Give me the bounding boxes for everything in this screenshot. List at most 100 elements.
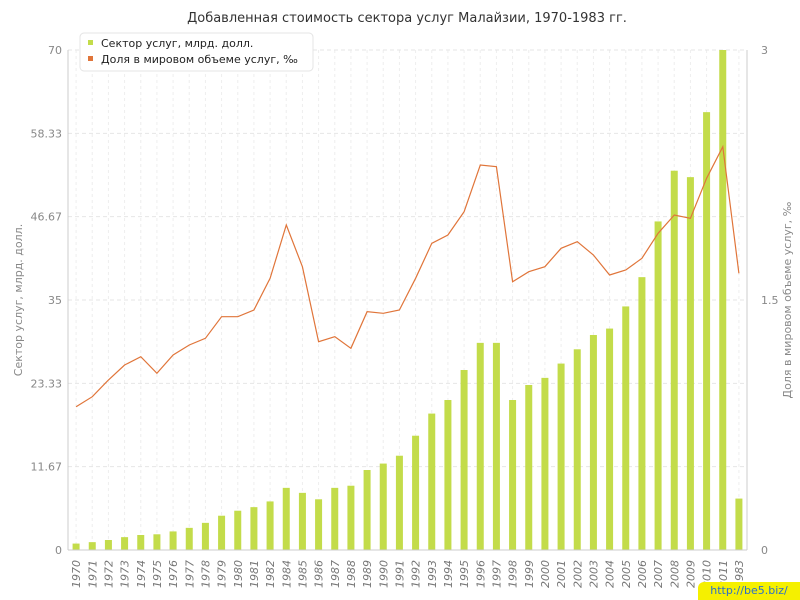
x-tick-label: 2011 — [717, 560, 730, 588]
bar — [104, 540, 112, 550]
y2-tick-label: 0 — [761, 544, 768, 557]
bar — [460, 370, 468, 550]
x-axis-ticks: 1970 1971 1972 1973 1974 1975 1976 1977 1978 1979… — [70, 560, 746, 588]
bar — [719, 50, 727, 550]
legend-swatch-bar — [88, 40, 93, 45]
x-tick-label: 1973 — [119, 560, 132, 588]
x-tick-label: 1991 — [393, 560, 406, 588]
bar — [703, 112, 711, 551]
axes — [67, 50, 748, 551]
x-tick-label: 1997 — [490, 560, 503, 588]
x-tick-label: 1981 — [248, 560, 261, 588]
x-tick-label: 1971 — [86, 560, 99, 588]
bar-series — [72, 50, 743, 551]
x-tick-label: 1993 — [426, 560, 439, 588]
bar — [347, 485, 355, 550]
bar — [201, 522, 209, 550]
left-axis-ticks: 0 11.67 23.33 35 46.67 58.33 70 — [31, 44, 63, 557]
chart-title: Добавленная стоимость сектора услуг Мала… — [187, 11, 627, 26]
right-axis-title: Доля в мировом объеме услуг, ‰ — [781, 201, 794, 398]
line-path — [75, 144, 740, 408]
legend-label-bar: Сектор услуг, млрд. долл. — [101, 37, 253, 50]
bar — [622, 306, 630, 550]
y-tick-label: 0 — [55, 544, 62, 557]
x-tick-label: 1982 — [264, 560, 277, 588]
x-tick-label: 1976 — [167, 560, 180, 588]
x-tick-label: 2005 — [620, 560, 633, 588]
x-tick-label: 2006 — [636, 560, 649, 588]
x-tick-label: 1970 — [70, 560, 83, 588]
bar — [606, 328, 614, 550]
watermark-link[interactable]: http://be5.biz/ — [710, 584, 788, 597]
bar — [589, 335, 597, 550]
x-tick-label: 1992 — [410, 560, 423, 588]
legend-label-line: Доля в мировом объеме услуг, ‰ — [101, 53, 298, 66]
bar — [234, 510, 242, 550]
y-tick-label: 46.67 — [31, 211, 63, 224]
x-tick-label: 1995 — [458, 560, 471, 588]
bar — [137, 535, 145, 550]
x-tick-label: 1978 — [199, 560, 212, 588]
right-axis-ticks: 01.53 — [761, 44, 779, 557]
x-tick-label: 1989 — [361, 560, 374, 588]
x-tick-label: 1980 — [232, 560, 245, 588]
bar — [298, 492, 306, 550]
x-tick-label: 2009 — [684, 560, 697, 588]
y-tick-label: 11.67 — [31, 461, 63, 474]
x-tick-label: 2007 — [652, 560, 665, 588]
x-tick-label: 2001 — [555, 560, 568, 588]
watermark[interactable]: http://be5.biz/ — [698, 582, 800, 600]
x-tick-label: 1972 — [102, 560, 115, 588]
bar — [363, 470, 371, 550]
y-tick-label: 70 — [48, 44, 62, 57]
x-tick-label: 1996 — [474, 560, 487, 588]
bar — [573, 349, 581, 550]
x-tick-label: 1985 — [296, 560, 309, 588]
bar — [638, 277, 646, 550]
x-tick-label: 1974 — [135, 560, 148, 588]
bar — [654, 221, 662, 550]
x-tick-label: 1979 — [216, 560, 229, 588]
bar — [266, 501, 274, 550]
bar — [525, 385, 533, 550]
x-tick-label: 1990 — [377, 560, 390, 588]
bar — [121, 537, 129, 550]
x-tick-label: 1977 — [183, 560, 196, 588]
bar — [670, 170, 678, 550]
bar — [169, 531, 177, 550]
y2-tick-label: 3 — [761, 44, 768, 57]
x-tick-label: 1986 — [313, 560, 326, 588]
bar — [315, 499, 323, 550]
bar — [444, 400, 452, 550]
bar — [218, 515, 226, 550]
y-tick-label: 58.33 — [31, 127, 63, 140]
x-tick-label: 2010 — [701, 560, 714, 588]
x-tick-label: 1984 — [280, 560, 293, 588]
bar — [282, 487, 290, 550]
x-tick-label: 1999 — [523, 560, 536, 588]
bar — [541, 377, 549, 550]
bar — [492, 342, 500, 550]
bar — [476, 342, 484, 550]
x-tick-label: 2008 — [668, 560, 681, 588]
x-tick-label: 1975 — [151, 560, 164, 588]
y-tick-label: 35 — [48, 294, 62, 307]
line-series — [75, 144, 740, 408]
bar — [557, 363, 565, 550]
bar — [735, 498, 743, 550]
bar — [153, 534, 161, 550]
bar — [88, 542, 96, 550]
bar — [185, 527, 193, 550]
x-tick-label: 1994 — [442, 560, 455, 588]
x-tick-label: 2004 — [604, 560, 617, 588]
bar — [509, 400, 517, 550]
legend: Сектор услуг, млрд. долл. Доля в мировом… — [79, 32, 314, 72]
bar — [428, 413, 436, 550]
x-tick-label: 2000 — [539, 560, 552, 588]
bar — [331, 487, 339, 550]
x-tick-label: 1988 — [345, 560, 358, 588]
legend-swatch-line — [88, 56, 93, 61]
y-tick-label: 23.33 — [31, 377, 63, 390]
bar — [379, 463, 387, 550]
bar — [72, 543, 80, 550]
